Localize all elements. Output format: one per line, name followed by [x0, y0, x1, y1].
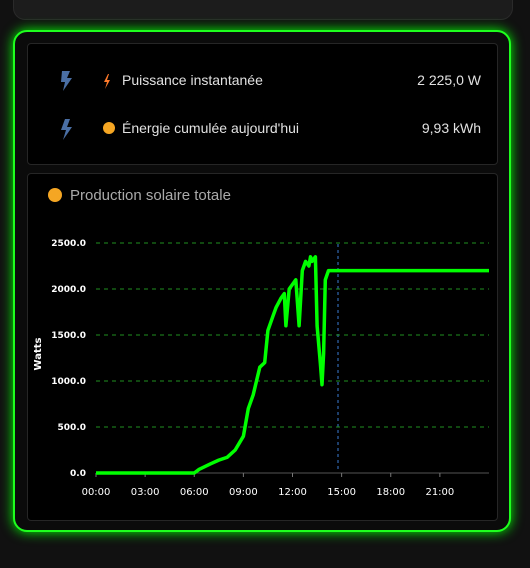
- x-tick-label: 18:00: [376, 487, 405, 498]
- y-tick-label: 1000.0: [51, 377, 86, 387]
- entity-row[interactable]: Énergie cumulée aujourd'hui 9,93 kWh: [28, 113, 497, 143]
- y-axis-label: Watts: [33, 337, 44, 370]
- x-tick-label: 12:00: [278, 487, 307, 498]
- entity-state: 2 225,0 W: [417, 72, 481, 88]
- x-tick-label: 06:00: [180, 487, 209, 498]
- entities-card: Puissance instantanée 2 225,0 W Énergie …: [27, 43, 498, 165]
- x-tick-label: 21:00: [425, 487, 454, 498]
- card: Puissance instantanée 2 225,0 W Énergie …: [13, 30, 511, 532]
- icons: [61, 119, 115, 140]
- entity-label: Puissance instantanée: [122, 72, 263, 88]
- top-card: [13, 0, 513, 20]
- x-tick-label: 15:00: [327, 487, 356, 498]
- chart-title: Production solaire totale: [70, 187, 231, 204]
- y-tick-label: 2500.0: [51, 239, 86, 249]
- entity-state: 9,93 kWh: [421, 120, 481, 136]
- y-tick-label: 1500.0: [51, 331, 86, 341]
- entity-row[interactable]: Puissance instantanée 2 225,0 W: [28, 65, 497, 95]
- y-tick-label: 2000.0: [51, 285, 86, 295]
- sun-icon: [48, 188, 62, 202]
- line-series: [96, 255, 489, 475]
- x-tick-label: 03:00: [131, 487, 160, 498]
- chart-card: Production solaire totale Watts 0.0 500.0…: [27, 173, 498, 521]
- icons: [61, 71, 110, 91]
- chart: Production solaire totale Watts 0.0 500.0…: [33, 187, 489, 498]
- x-tick-label: 00:00: [82, 487, 111, 498]
- x-tick-label: 09:00: [229, 487, 258, 498]
- y-tick-label: 500.0: [58, 423, 86, 433]
- entity-label: Énergie cumulée aujourd'hui: [122, 120, 300, 136]
- y-tick-label: 0.0: [70, 469, 86, 479]
